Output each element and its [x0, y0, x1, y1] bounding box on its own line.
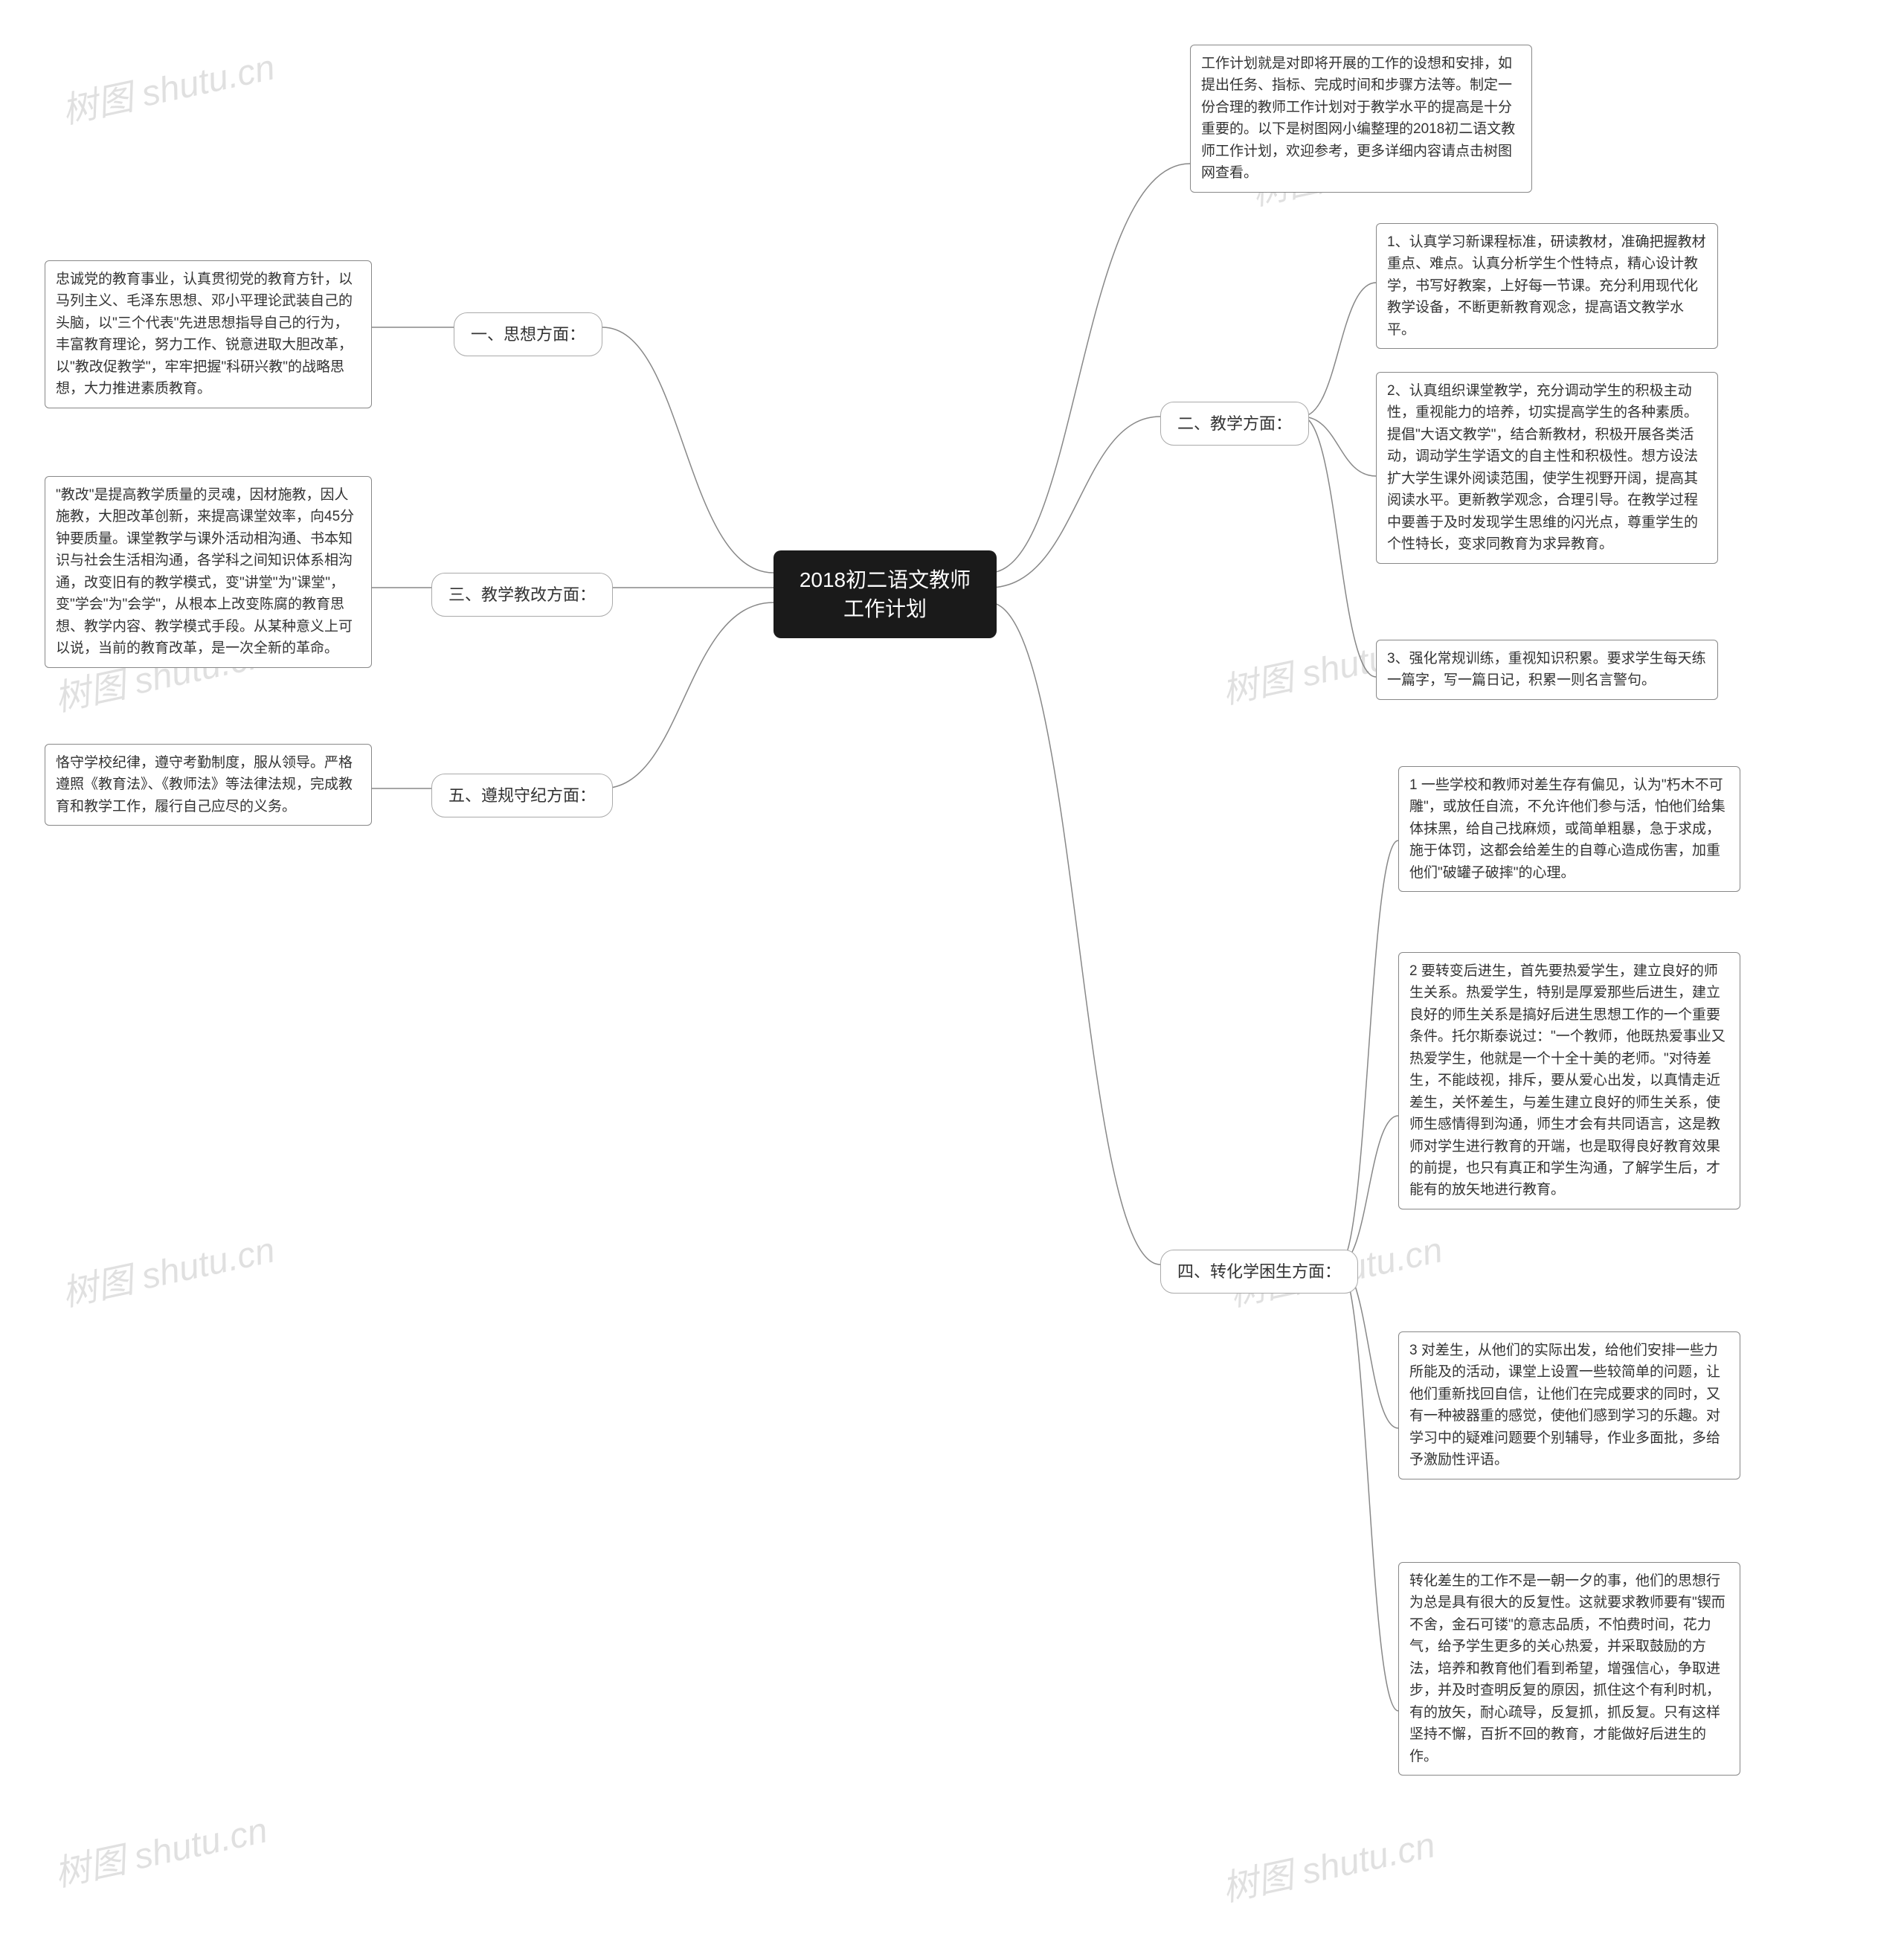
- section-1: 一、思想方面：: [454, 312, 602, 356]
- section-3: 三、教学教改方面：: [431, 573, 613, 617]
- section-4: 四、转化学困生方面：: [1160, 1250, 1358, 1294]
- section-4-d3: 3 对差生，从他们的实际出发，给他们安排一些力所能及的活动，课堂上设置一些较简单…: [1398, 1331, 1740, 1479]
- watermark: 树图 shutu.cn: [1217, 1816, 1439, 1912]
- section-2-d1: 1、认真学习新课程标准，研读教材，准确把握教材重点、难点。认真分析学生个性特点，…: [1376, 223, 1718, 349]
- section-3-detail: "教改"是提高教学质量的灵魂，因材施教，因人施教，大胆改革创新，来提高课堂效率，…: [45, 476, 372, 668]
- section-4-d2: 2 要转变后进生，首先要热爱学生，建立良好的师生关系。热爱学生，特别是厚爱那些后…: [1398, 952, 1740, 1209]
- section-1-detail: 忠诚党的教育事业，认真贯彻党的教育方针，以马列主义、毛泽东思想、邓小平理论武装自…: [45, 260, 372, 408]
- section-2: 二、教学方面：: [1160, 402, 1309, 446]
- section-5-detail: 恪守学校纪律，遵守考勤制度，服从领导。严格遵照《教育法》、《教师法》等法律法规，…: [45, 744, 372, 826]
- center-node: 2018初二语文教师工作计划: [774, 550, 997, 638]
- intro-text: 工作计划就是对即将开展的工作的设想和安排，如提出任务、指标、完成时间和步骤方法等…: [1190, 45, 1532, 193]
- section-2-d2: 2、认真组织课堂教学，充分调动学生的积极主动性，重视能力的培养，切实提高学生的各…: [1376, 372, 1718, 564]
- watermark: 树图 shutu.cn: [57, 1221, 279, 1317]
- watermark: 树图 shutu.cn: [57, 38, 279, 134]
- section-4-d1: 1 一些学校和教师对差生存有偏见，认为"朽木不可雕"，或放任自流，不允许他们参与…: [1398, 766, 1740, 892]
- section-2-d3: 3、强化常规训练，重视知识积累。要求学生每天练一篇字，写一篇日记，积累一则名言警…: [1376, 640, 1718, 700]
- section-5: 五、遵规守纪方面：: [431, 774, 613, 817]
- section-4-d4: 转化差生的工作不是一朝一夕的事，他们的思想行为总是具有很大的反复性。这就要求教师…: [1398, 1562, 1740, 1776]
- watermark: 树图 shutu.cn: [49, 1801, 271, 1897]
